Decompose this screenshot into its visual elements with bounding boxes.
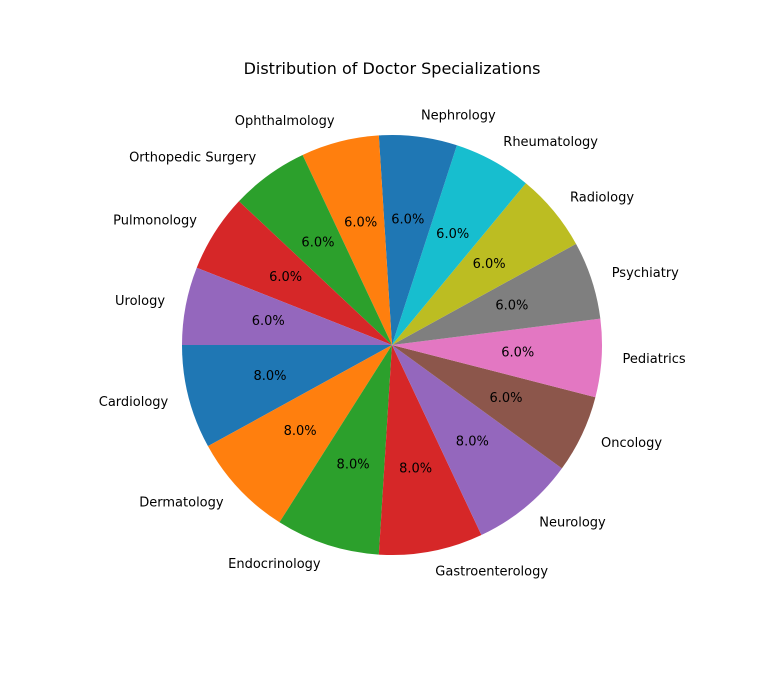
pie-slice-nephrology (378, 135, 457, 345)
chart-title: Distribution of Doctor Specializations (244, 59, 541, 78)
category-label-pulmonology: Pulmonology (113, 214, 197, 229)
pie-slice-neurology (392, 345, 562, 536)
percent-label-ophthalmology: 6.0% (344, 215, 377, 230)
percent-label-oncology: 6.0% (489, 391, 522, 406)
percent-label-endocrinology: 8.0% (337, 457, 370, 472)
percent-label-orthopedic-surgery: 6.0% (301, 236, 334, 251)
category-label-pediatrics: Pediatrics (623, 352, 686, 367)
pie-slice-endocrinology (279, 345, 392, 555)
pie-slice-oncology (392, 345, 596, 469)
category-label-gastroenterology: Gastroenterology (435, 564, 548, 579)
category-label-neurology: Neurology (539, 515, 606, 530)
pie-slice-dermatology (207, 345, 392, 523)
category-label-urology: Urology (115, 294, 165, 309)
percent-label-gastroenterology: 8.0% (399, 461, 432, 476)
percent-label-dermatology: 8.0% (284, 424, 317, 439)
percent-label-pulmonology: 6.0% (269, 270, 302, 285)
percent-label-radiology: 6.0% (473, 257, 506, 272)
percent-label-pediatrics: 6.0% (501, 345, 534, 360)
pie-slice-urology (182, 267, 392, 345)
category-label-radiology: Radiology (570, 190, 634, 205)
pie-slice-pulmonology (196, 201, 392, 345)
pie-slice-cardiology (182, 345, 392, 447)
pie-slice-orthopedic-surgery (238, 154, 392, 345)
category-labels: Cardiology Dermatology Endocrinology Gastro… (99, 108, 686, 579)
pie-slices (182, 135, 602, 556)
pie-slice-rheumatology (392, 145, 526, 345)
category-label-ophthalmology: Ophthalmology (235, 114, 335, 129)
pie-slice-psychiatry (392, 243, 601, 345)
pie-slice-pediatrics (392, 318, 602, 398)
category-label-nephrology: Nephrology (421, 108, 496, 123)
percent-label-psychiatry: 6.0% (495, 299, 528, 314)
percent-label-cardiology: 8.0% (253, 369, 286, 384)
percent-labels: 8.0% 8.0% 8.0% 8.0% 8.0% 6.0% 6.0% 6.0% 6.0% 6.0%… (252, 212, 535, 476)
percent-label-neurology: 8.0% (456, 435, 489, 450)
pie-slice-ophthalmology (302, 135, 392, 345)
category-label-dermatology: Dermatology (139, 496, 224, 511)
pie-slice-radiology (392, 183, 577, 345)
percent-label-urology: 6.0% (252, 314, 285, 329)
category-label-endocrinology: Endocrinology (228, 557, 321, 572)
category-label-oncology: Oncology (601, 436, 662, 451)
percent-label-rheumatology: 6.0% (436, 227, 469, 242)
category-label-rheumatology: Rheumatology (503, 135, 598, 150)
category-label-cardiology: Cardiology (99, 395, 169, 410)
percent-label-nephrology: 6.0% (391, 212, 424, 227)
category-label-orthopedic-surgery: Orthopedic Surgery (129, 151, 256, 166)
pie-slice-gastroenterology (378, 345, 482, 556)
category-label-psychiatry: Psychiatry (612, 266, 679, 281)
